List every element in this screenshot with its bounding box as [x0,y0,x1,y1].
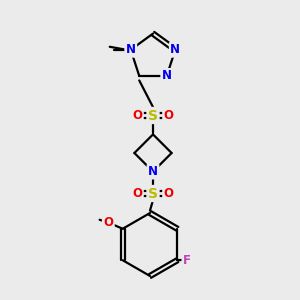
Text: S: S [148,187,158,200]
Text: O: O [132,187,142,200]
Text: N: N [162,69,172,82]
Text: S: S [148,109,158,122]
Text: O: O [164,187,174,200]
Text: O: O [132,109,142,122]
Text: F: F [183,254,191,267]
Text: N: N [170,43,180,56]
Text: O: O [164,109,174,122]
Text: methyl: methyl [108,49,113,50]
Text: N: N [148,165,158,178]
Text: O: O [103,216,113,229]
Text: N: N [126,43,136,56]
